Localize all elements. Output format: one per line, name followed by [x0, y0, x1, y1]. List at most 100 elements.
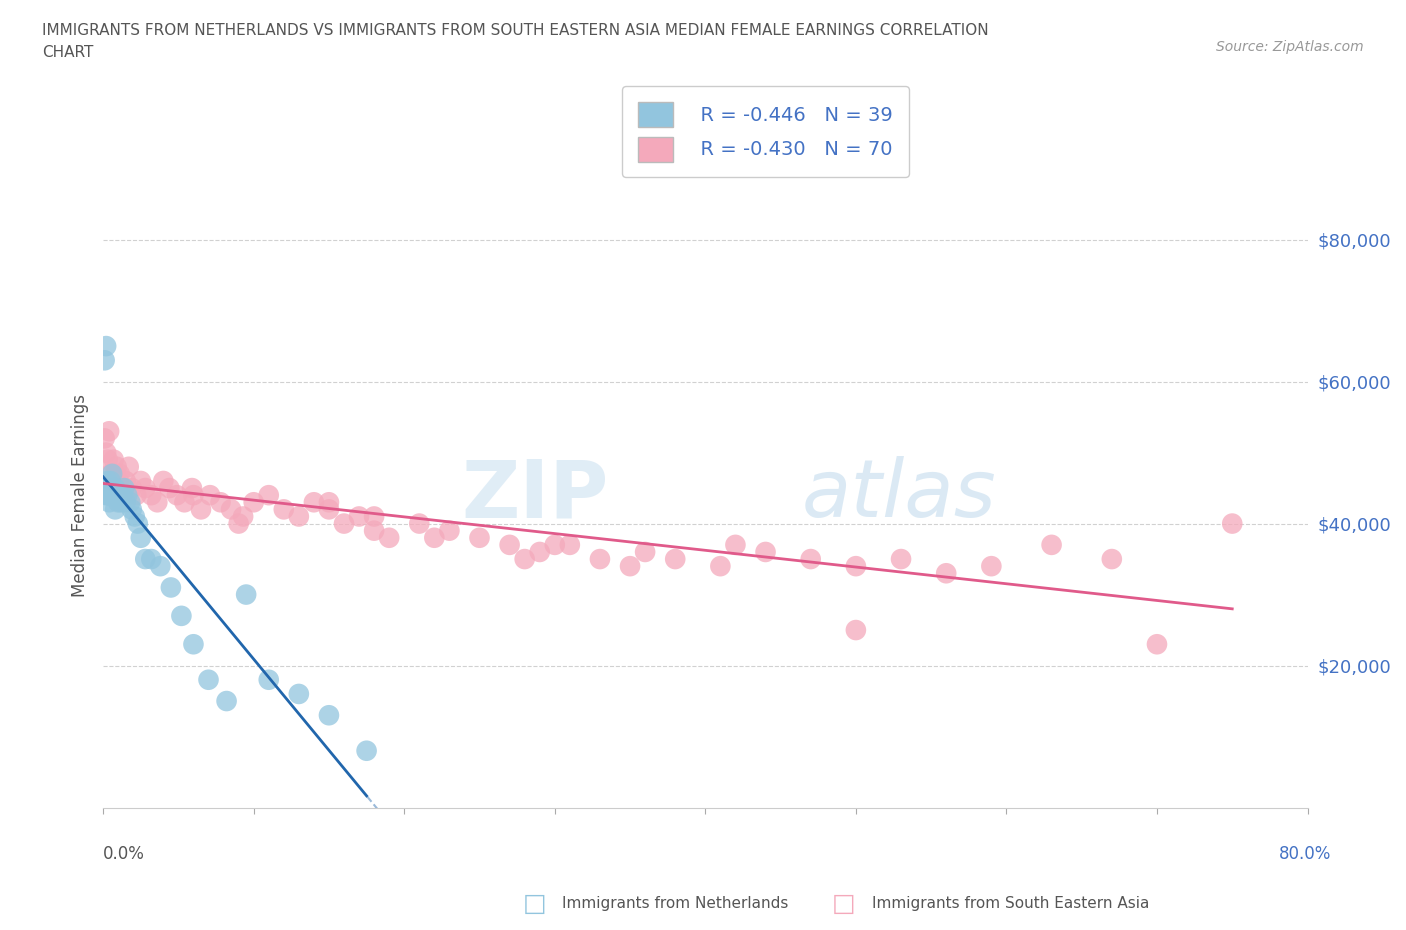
Point — [544, 538, 567, 552]
Point — [935, 565, 957, 580]
Point — [112, 481, 135, 496]
Point — [173, 495, 195, 510]
Text: □: □ — [832, 892, 855, 916]
Point — [121, 481, 143, 496]
Point — [347, 509, 370, 524]
Point — [468, 530, 491, 545]
Point — [664, 551, 686, 566]
Point — [93, 352, 115, 367]
Point — [219, 502, 242, 517]
Point — [333, 516, 356, 531]
Point — [103, 452, 125, 467]
Point — [183, 637, 205, 652]
Point — [408, 516, 430, 531]
Point — [110, 495, 132, 510]
Legend:   R = -0.446   N = 39,   R = -0.430   N = 70: R = -0.446 N = 39, R = -0.430 N = 70 — [623, 86, 908, 177]
Point — [107, 473, 129, 488]
Point — [93, 431, 115, 445]
Point — [273, 502, 295, 517]
Point — [356, 743, 378, 758]
Point — [235, 587, 257, 602]
Point — [619, 559, 641, 574]
Point — [800, 551, 823, 566]
Point — [103, 487, 125, 502]
Point — [257, 487, 280, 502]
Text: □: □ — [523, 892, 546, 916]
Point — [232, 509, 254, 524]
Text: Immigrants from South Eastern Asia: Immigrants from South Eastern Asia — [872, 897, 1149, 911]
Text: CHART: CHART — [42, 45, 94, 60]
Point — [197, 672, 219, 687]
Point — [378, 530, 401, 545]
Point — [198, 487, 221, 502]
Point — [108, 487, 131, 502]
Point — [97, 487, 120, 502]
Point — [242, 495, 264, 510]
Point — [146, 495, 169, 510]
Point — [97, 473, 120, 488]
Point — [100, 473, 122, 488]
Point — [166, 487, 188, 502]
Point — [104, 481, 127, 496]
Y-axis label: Median Female Earnings: Median Female Earnings — [72, 393, 89, 597]
Point — [890, 551, 912, 566]
Text: Source: ZipAtlas.com: Source: ZipAtlas.com — [1216, 40, 1364, 54]
Text: 0.0%: 0.0% — [103, 845, 145, 863]
Point — [129, 530, 152, 545]
Point — [845, 559, 868, 574]
Point — [257, 672, 280, 687]
Point — [228, 516, 250, 531]
Point — [114, 473, 136, 488]
Point — [1040, 538, 1063, 552]
Point — [108, 467, 131, 482]
Point — [100, 487, 122, 502]
Text: Immigrants from Netherlands: Immigrants from Netherlands — [562, 897, 789, 911]
Point — [107, 495, 129, 510]
Point — [724, 538, 747, 552]
Point — [125, 487, 148, 502]
Point — [141, 551, 163, 566]
Point — [120, 495, 142, 510]
Point — [183, 487, 205, 502]
Point — [589, 551, 612, 566]
Point — [363, 509, 385, 524]
Point — [152, 473, 174, 488]
Point — [288, 509, 311, 524]
Point — [118, 459, 141, 474]
Point — [114, 495, 136, 510]
Point — [302, 495, 325, 510]
Point — [529, 545, 551, 560]
Point — [100, 467, 122, 482]
Point — [111, 487, 134, 502]
Point — [104, 467, 127, 482]
Point — [634, 545, 657, 560]
Point — [98, 424, 121, 439]
Point — [105, 487, 128, 502]
Point — [190, 502, 212, 517]
Point — [1146, 637, 1168, 652]
Point — [105, 459, 128, 474]
Point — [1101, 551, 1123, 566]
Point — [98, 495, 121, 510]
Point — [134, 551, 156, 566]
Point — [141, 487, 163, 502]
Point — [181, 481, 204, 496]
Point — [94, 339, 117, 353]
Point — [170, 608, 193, 623]
Point — [111, 481, 134, 496]
Point — [513, 551, 536, 566]
Point — [318, 502, 340, 517]
Text: 80.0%: 80.0% — [1279, 845, 1331, 863]
Point — [149, 559, 172, 574]
Point — [754, 545, 776, 560]
Point — [215, 694, 238, 709]
Text: IMMIGRANTS FROM NETHERLANDS VS IMMIGRANTS FROM SOUTH EASTERN ASIA MEDIAN FEMALE : IMMIGRANTS FROM NETHERLANDS VS IMMIGRANT… — [42, 23, 988, 38]
Point — [98, 481, 121, 496]
Point — [124, 509, 146, 524]
Point — [980, 559, 1002, 574]
Point — [288, 686, 311, 701]
Point — [318, 495, 340, 510]
Point — [129, 473, 152, 488]
Point — [363, 524, 385, 538]
Point — [423, 530, 446, 545]
